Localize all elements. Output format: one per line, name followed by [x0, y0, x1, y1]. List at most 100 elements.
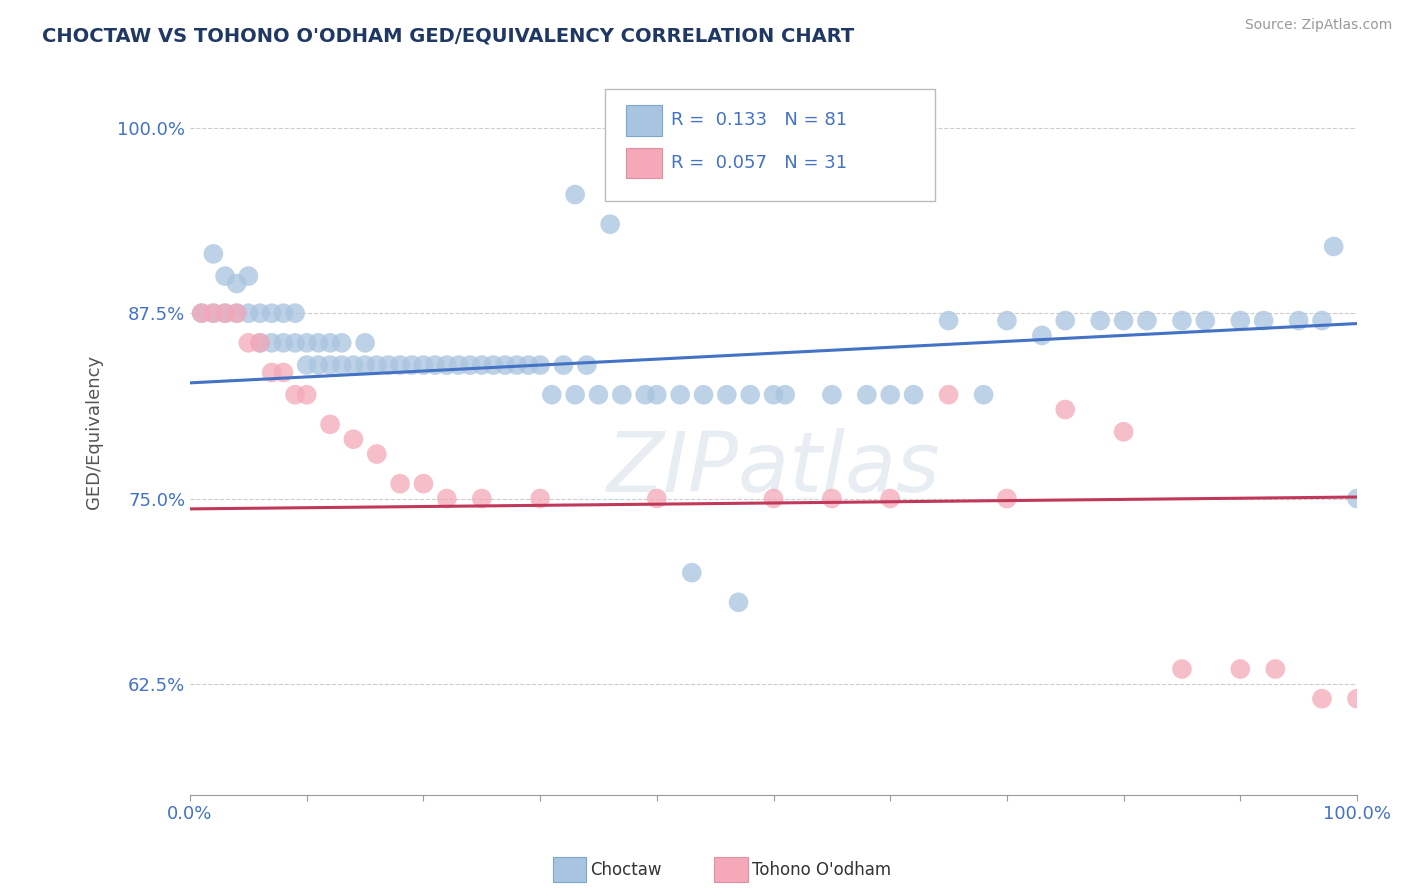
Point: [1194, 313, 1216, 327]
Point: [202, 306, 225, 320]
Point: [1288, 313, 1310, 327]
Point: [401, 358, 423, 372]
Point: [540, 388, 562, 402]
Point: [436, 491, 458, 506]
Point: [821, 491, 844, 506]
Point: [995, 491, 1018, 506]
Point: [879, 491, 901, 506]
Point: [482, 358, 505, 372]
Point: [1229, 313, 1251, 327]
Point: [716, 388, 738, 402]
Y-axis label: GED/Equivalency: GED/Equivalency: [86, 355, 103, 508]
Point: [447, 358, 470, 372]
Point: [214, 306, 236, 320]
Point: [634, 388, 657, 402]
Point: [610, 388, 633, 402]
Point: [225, 277, 247, 291]
Point: [517, 358, 540, 372]
Point: [284, 335, 307, 350]
Point: [529, 358, 551, 372]
Point: [1136, 313, 1159, 327]
Point: [249, 306, 271, 320]
Point: [423, 358, 446, 372]
Text: R =  0.057   N = 31: R = 0.057 N = 31: [671, 154, 846, 172]
Point: [436, 358, 458, 372]
Point: [214, 306, 236, 320]
Point: [202, 247, 225, 261]
Point: [190, 306, 212, 320]
Point: [564, 388, 586, 402]
Text: Tohono O'odham: Tohono O'odham: [752, 861, 891, 879]
Point: [1054, 402, 1077, 417]
Point: [740, 388, 762, 402]
Text: ZIPatlas: ZIPatlas: [607, 427, 941, 508]
Point: [681, 566, 703, 580]
Point: [273, 366, 295, 380]
Point: [307, 335, 329, 350]
Point: [319, 417, 342, 432]
Point: [1112, 313, 1135, 327]
Point: [225, 306, 247, 320]
Point: [1264, 662, 1286, 676]
Text: Choctaw: Choctaw: [591, 861, 662, 879]
Point: [1229, 662, 1251, 676]
Point: [1031, 328, 1053, 343]
Point: [599, 217, 621, 231]
Point: [669, 388, 692, 402]
Point: [645, 388, 668, 402]
Point: [389, 476, 412, 491]
Point: [938, 313, 960, 327]
Point: [458, 358, 481, 372]
Point: [1171, 662, 1194, 676]
Point: [225, 306, 247, 320]
Point: [295, 358, 318, 372]
Point: [330, 335, 353, 350]
Point: [366, 447, 388, 461]
Text: Source: ZipAtlas.com: Source: ZipAtlas.com: [1244, 18, 1392, 32]
Point: [588, 388, 610, 402]
Point: [354, 335, 377, 350]
Point: [214, 269, 236, 284]
Point: [645, 491, 668, 506]
Point: [471, 491, 494, 506]
Point: [307, 358, 329, 372]
Point: [260, 335, 283, 350]
Point: [354, 358, 377, 372]
Point: [330, 358, 353, 372]
Point: [1054, 313, 1077, 327]
Point: [260, 306, 283, 320]
Point: [821, 388, 844, 402]
Point: [412, 476, 434, 491]
Point: [412, 358, 434, 372]
Point: [319, 335, 342, 350]
Point: [342, 358, 364, 372]
Point: [575, 358, 598, 372]
Point: [366, 358, 388, 372]
Point: [471, 358, 494, 372]
Point: [856, 388, 879, 402]
Point: [238, 335, 260, 350]
Point: [1310, 313, 1333, 327]
Point: [1323, 239, 1346, 253]
Point: [995, 313, 1018, 327]
Point: [903, 388, 925, 402]
Text: CHOCTAW VS TOHONO O'ODHAM GED/EQUIVALENCY CORRELATION CHART: CHOCTAW VS TOHONO O'ODHAM GED/EQUIVALENC…: [42, 27, 855, 45]
Point: [692, 388, 714, 402]
Point: [506, 358, 529, 372]
Point: [190, 306, 212, 320]
Point: [553, 358, 575, 372]
Text: R =  0.133   N = 81: R = 0.133 N = 81: [671, 112, 846, 129]
Point: [202, 306, 225, 320]
Point: [494, 358, 516, 372]
Point: [1112, 425, 1135, 439]
Point: [284, 388, 307, 402]
Point: [342, 432, 364, 446]
Point: [238, 269, 260, 284]
Point: [762, 388, 785, 402]
Point: [1090, 313, 1112, 327]
Point: [284, 306, 307, 320]
Point: [260, 366, 283, 380]
Point: [564, 187, 586, 202]
Point: [389, 358, 412, 372]
Point: [1346, 691, 1368, 706]
